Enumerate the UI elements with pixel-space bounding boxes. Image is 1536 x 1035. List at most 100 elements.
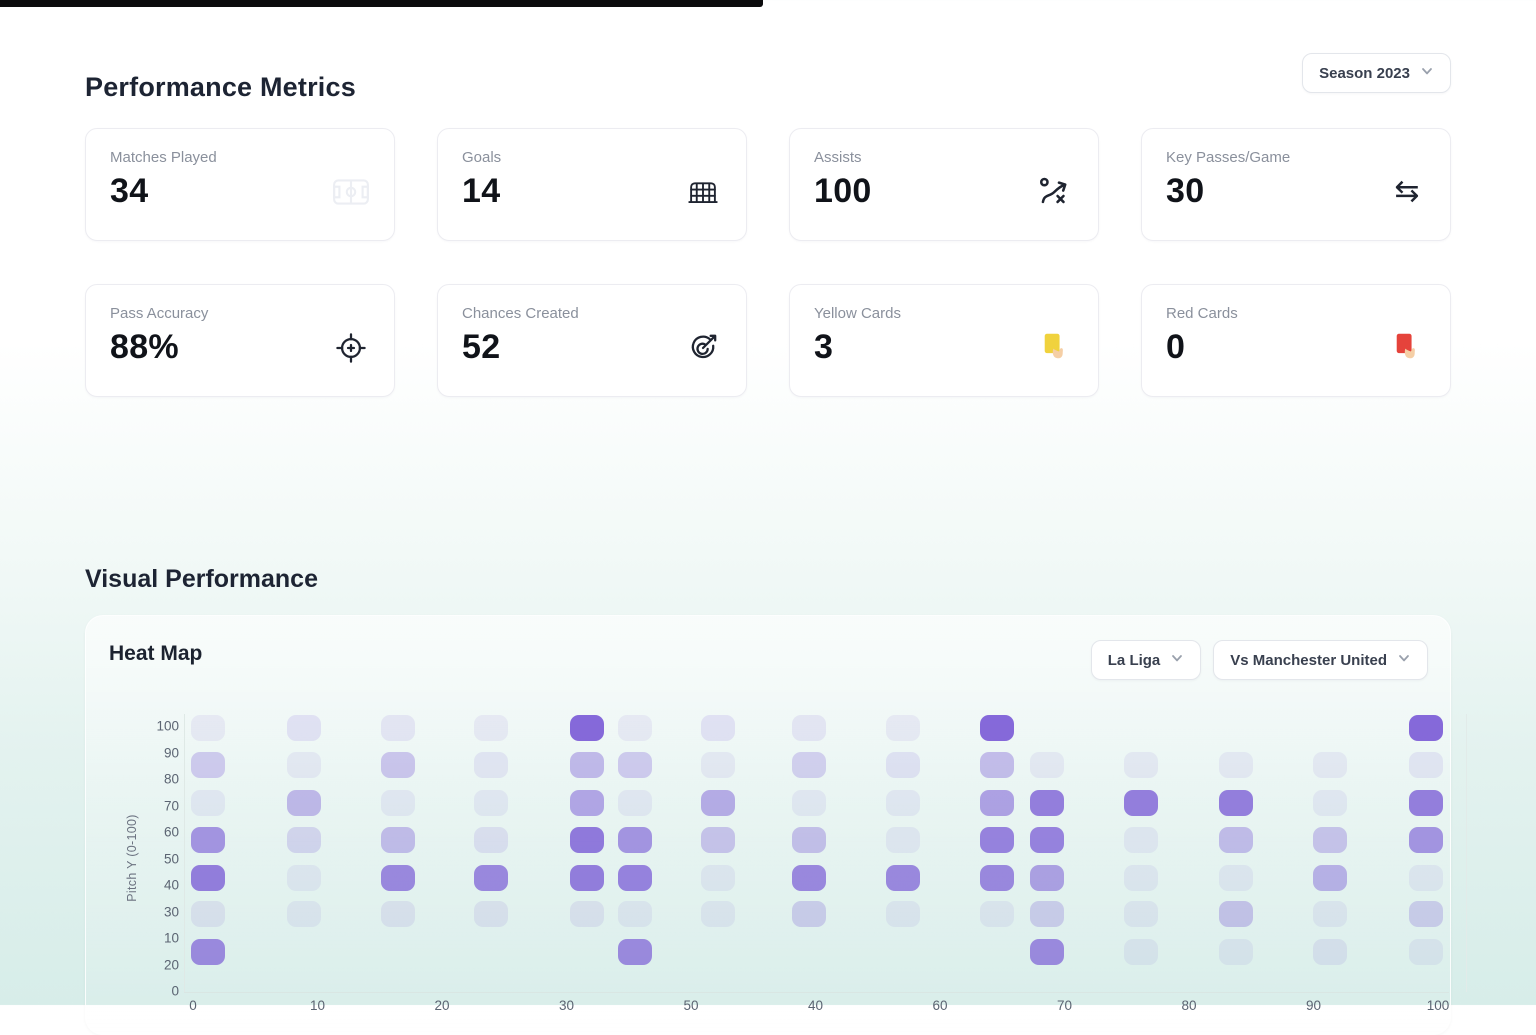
heatmap-cell [701, 865, 735, 891]
heatmap-cell [381, 901, 415, 927]
x-axis-tick: 100 [1426, 998, 1450, 1013]
swap-arrows-icon: ⇆ [1394, 174, 1420, 208]
heatmap-cell [570, 827, 604, 853]
heatmap-cell [618, 715, 652, 741]
heatmap-cell [1030, 865, 1064, 891]
heatmap-cell [1409, 790, 1443, 816]
x-axis-tick: 70 [1056, 998, 1073, 1013]
heatmap-cell [570, 901, 604, 927]
visual-performance-title: Visual Performance [85, 564, 318, 593]
heatmap-cell [1409, 827, 1443, 853]
plot-right-border [1466, 714, 1467, 992]
y-axis-line [184, 714, 185, 992]
heatmap-cell [474, 790, 508, 816]
y-axis-tick: 70 [163, 798, 179, 813]
heatmap-cell [287, 715, 321, 741]
heatmap-cell [618, 827, 652, 853]
metric-card-chances-created: Chances Created 52 [437, 284, 747, 397]
y-axis-tick: 10 [163, 930, 179, 946]
heatmap-cell [980, 790, 1014, 816]
heatmap-cell [618, 790, 652, 816]
heatmap-cell [792, 865, 826, 891]
heatmap-cell [570, 715, 604, 741]
heatmap-cell [886, 715, 920, 741]
metric-label: Assists [814, 149, 862, 166]
season-select-label: Season 2023 [1319, 64, 1410, 82]
heatmap-cell [980, 865, 1014, 891]
heatmap-cell [474, 827, 508, 853]
heatmap-cell [886, 901, 920, 927]
y-axis-tick: 80 [163, 771, 179, 787]
heatmap-cell [1219, 790, 1253, 816]
metric-label: Chances Created [462, 305, 579, 322]
heatmap-cell [287, 865, 321, 891]
heatmap-cell [191, 939, 225, 965]
heatmap-cell [618, 939, 652, 965]
heatmap-cell [1030, 827, 1064, 853]
heatmap-cell [1409, 939, 1443, 965]
heatmap-cell [792, 715, 826, 741]
top-edge-strip [0, 0, 763, 7]
heatmap-cell [191, 827, 225, 853]
x-axis-tick: 0 [189, 998, 197, 1013]
metric-card-key-passes: Key Passes/Game 30 ⇆ [1141, 128, 1451, 241]
heatmap-filters: La Liga Vs Manchester United [1090, 640, 1428, 680]
heatmap-cell [474, 715, 508, 741]
yellow-card-icon [1036, 331, 1074, 365]
heatmap-cell [1219, 939, 1253, 965]
red-card-icon [1388, 331, 1426, 365]
stadium-icon [332, 175, 370, 209]
opponent-select[interactable]: Vs Manchester United [1213, 640, 1428, 680]
heatmap-cell [886, 865, 920, 891]
heatmap-cell [1219, 901, 1253, 927]
metric-value: 14 [462, 172, 501, 210]
heatmap-cell [701, 715, 735, 741]
x-axis-tick: 10 [309, 998, 326, 1013]
heatmap-cell [701, 790, 735, 816]
y-axis-tick: 0 [171, 983, 179, 999]
heatmap-cell [1030, 752, 1064, 778]
heatmap-cell [980, 715, 1014, 741]
metric-value: 0 [1166, 328, 1186, 366]
metric-label: Pass Accuracy [110, 305, 209, 322]
metric-card-goals: Goals 14 [437, 128, 747, 241]
heatmap-cell [381, 827, 415, 853]
metric-value: 52 [462, 328, 501, 366]
heatmap-cell [980, 901, 1014, 927]
metric-value: 34 [110, 172, 149, 210]
metric-value: 88% [110, 328, 179, 366]
heatmap-cell [287, 827, 321, 853]
heatmap-card: Heat Map La Liga Vs Manchester United Pi… [85, 615, 1467, 1035]
heatmap-cell [570, 790, 604, 816]
x-axis-tick: 60 [932, 998, 948, 1013]
chevron-down-icon [1170, 651, 1184, 669]
crosshair-icon [332, 331, 370, 365]
y-axis-tick: 30 [163, 904, 179, 919]
heatmap-cell [191, 715, 225, 741]
metric-value: 30 [1166, 172, 1205, 210]
heatmap-cell [191, 752, 225, 778]
heatmap-cell [886, 790, 920, 816]
x-axis-tick: 30 [558, 998, 575, 1013]
heatmap-cell [287, 901, 321, 927]
y-axis-tick: 60 [163, 824, 179, 840]
heatmap-cell [701, 752, 735, 778]
heatmap-cell [1313, 790, 1347, 816]
metric-value: 100 [814, 172, 872, 210]
heatmap-cell [474, 752, 508, 778]
opponent-select-label: Vs Manchester United [1230, 651, 1387, 669]
heatmap-cell [191, 865, 225, 891]
season-select[interactable]: Season 2023 [1302, 53, 1451, 93]
heatmap-cell [1409, 715, 1443, 741]
league-select[interactable]: La Liga [1090, 640, 1202, 680]
heatmap-cell [1409, 865, 1443, 891]
heatmap-cell [980, 827, 1014, 853]
metric-card-red-cards: Red Cards 0 [1141, 284, 1451, 397]
metric-card-matches-played: Matches Played 34 [85, 128, 395, 241]
heatmap-cell [618, 901, 652, 927]
x-axis-tick: 90 [1305, 998, 1322, 1013]
y-axis-tick: 90 [163, 745, 179, 760]
heatmap-cell [287, 752, 321, 778]
heatmap-cell [1124, 939, 1158, 965]
heatmap-cell [474, 901, 508, 927]
